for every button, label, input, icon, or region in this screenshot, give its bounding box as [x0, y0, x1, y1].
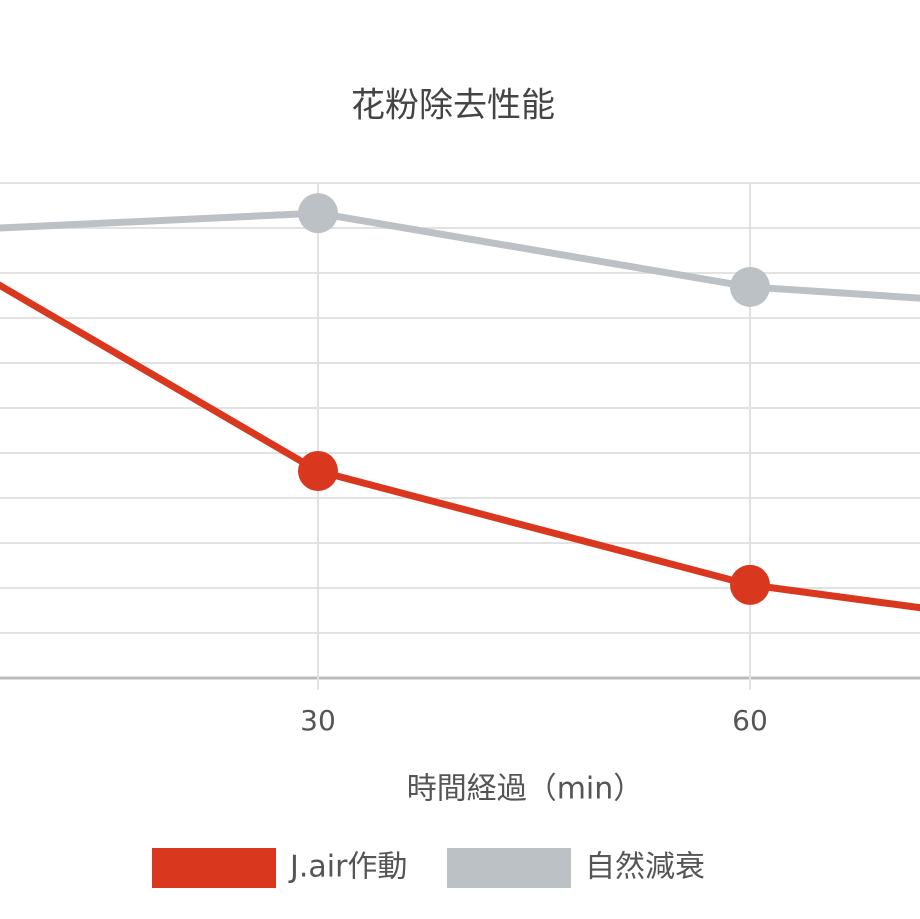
legend-swatch	[447, 848, 571, 888]
point	[730, 564, 770, 605]
point	[298, 193, 338, 234]
series-line	[0, 209, 920, 302]
legend-swatch	[152, 848, 276, 888]
x-tick-label: 30	[300, 704, 336, 737]
point	[730, 266, 770, 307]
series-line	[0, 281, 920, 612]
legend-label: 自然減衰	[585, 850, 705, 885]
x-tick-label: 60	[732, 704, 768, 737]
x-axis-title: 時間経過（min）	[407, 772, 644, 807]
chart-title: 花粉除去性能	[351, 86, 555, 126]
legend-label: J.air作動	[288, 850, 407, 885]
point	[298, 451, 338, 491]
